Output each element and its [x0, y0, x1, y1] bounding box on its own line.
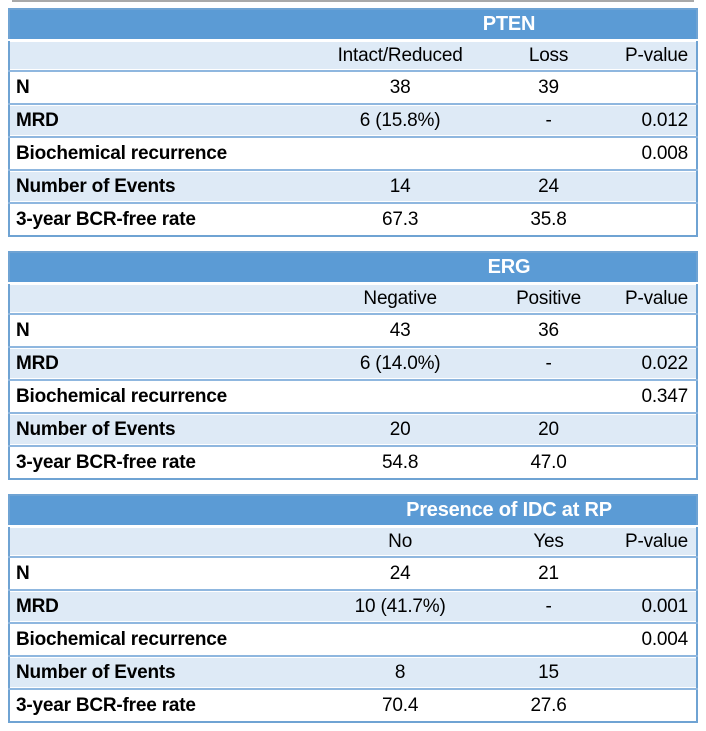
erg-title-row: ERG [9, 252, 697, 283]
column-header-group1: Negative [309, 282, 491, 314]
pvalue-cell: 0.001 [606, 589, 697, 623]
row-label-cell: MRD [9, 589, 310, 623]
value-cell: 20 [309, 412, 491, 446]
row-label-cell: Number of Events [9, 412, 310, 446]
value-cell: 8 [309, 655, 491, 689]
column-header-pvalue: P-value [606, 525, 697, 557]
idc-column-header-row: No Yes P-value [9, 525, 697, 557]
table-title: Presence of IDC at RP [9, 495, 697, 526]
value-cell: 24 [309, 556, 491, 590]
value-cell: 15 [490, 655, 607, 689]
row-label-cell: Number of Events [9, 655, 310, 689]
value-cell: 14 [309, 169, 491, 203]
value-cell: 43 [309, 313, 491, 347]
value-cell: - [490, 346, 607, 380]
row-label-cell: N [9, 70, 310, 104]
row-label-cell: 3-year BCR-free rate [9, 202, 310, 236]
value-cell [490, 622, 607, 656]
pvalue-cell: 0.008 [606, 136, 697, 170]
pvalue-cell [606, 169, 697, 203]
column-header-empty [9, 525, 310, 557]
table-row: Number of Events 20 20 [9, 412, 697, 446]
pten-title-row: PTEN [9, 9, 697, 40]
value-cell: 35.8 [490, 202, 607, 236]
row-label-cell: Biochemical recurrence [9, 136, 310, 170]
value-cell: 47.0 [490, 445, 607, 479]
value-cell [490, 379, 607, 413]
value-cell: 39 [490, 70, 607, 104]
row-label-cell: Biochemical recurrence [9, 379, 310, 413]
table-row: 3-year BCR-free rate 54.8 47.0 [9, 445, 697, 479]
column-header-group2: Yes [490, 525, 607, 557]
erg-table: ERG Negative Positive P-value N 43 36 MR… [8, 251, 698, 480]
table-row: 3-year BCR-free rate 67.3 35.8 [9, 202, 697, 236]
table-row: N 24 21 [9, 556, 697, 590]
column-header-empty [9, 39, 310, 71]
table-row: Biochemical recurrence 0.008 [9, 136, 697, 170]
pvalue-cell [606, 313, 697, 347]
value-cell: 20 [490, 412, 607, 446]
row-label-cell: 3-year BCR-free rate [9, 445, 310, 479]
value-cell: 36 [490, 313, 607, 347]
column-header-pvalue: P-value [606, 282, 697, 314]
value-cell: 10 (41.7%) [309, 589, 491, 623]
value-cell: 24 [490, 169, 607, 203]
table-row: Number of Events 14 24 [9, 169, 697, 203]
value-cell [309, 136, 491, 170]
table-row: Biochemical recurrence 0.004 [9, 622, 697, 656]
pvalue-cell: 0.012 [606, 103, 697, 137]
erg-column-header-row: Negative Positive P-value [9, 282, 697, 314]
column-header-pvalue: P-value [606, 39, 697, 71]
row-label-cell: MRD [9, 346, 310, 380]
value-cell [309, 622, 491, 656]
column-header-group1: Intact/Reduced [309, 39, 491, 71]
pvalue-cell: 0.022 [606, 346, 697, 380]
value-cell: 21 [490, 556, 607, 590]
row-label-cell: MRD [9, 103, 310, 137]
pten-column-header-row: Intact/Reduced Loss P-value [9, 39, 697, 71]
column-header-empty [9, 282, 310, 314]
column-header-group1: No [309, 525, 491, 557]
pvalue-cell [606, 556, 697, 590]
value-cell: 67.3 [309, 202, 491, 236]
idc-at-rp-table: Presence of IDC at RP No Yes P-value N 2… [8, 494, 698, 723]
column-header-group2: Positive [490, 282, 607, 314]
row-label-cell: Biochemical recurrence [9, 622, 310, 656]
table-row: MRD 10 (41.7%) - 0.001 [9, 589, 697, 623]
pvalue-cell [606, 445, 697, 479]
pvalue-cell: 0.004 [606, 622, 697, 656]
pvalue-cell: 0.347 [606, 379, 697, 413]
value-cell: 6 (14.0%) [309, 346, 491, 380]
table-row: N 43 36 [9, 313, 697, 347]
pvalue-cell [606, 70, 697, 104]
value-cell: 6 (15.8%) [309, 103, 491, 137]
table-row: N 38 39 [9, 70, 697, 104]
pten-table: PTEN Intact/Reduced Loss P-value N 38 39… [8, 8, 698, 237]
table-row: MRD 6 (15.8%) - 0.012 [9, 103, 697, 137]
column-header-group2: Loss [490, 39, 607, 71]
value-cell: 38 [309, 70, 491, 104]
row-label-cell: N [9, 556, 310, 590]
pvalue-cell [606, 412, 697, 446]
table-title: ERG [9, 252, 697, 283]
value-cell [309, 379, 491, 413]
pvalue-cell [606, 202, 697, 236]
table-row: Biochemical recurrence 0.347 [9, 379, 697, 413]
pvalue-cell [606, 655, 697, 689]
table-title: PTEN [9, 9, 697, 40]
value-cell [490, 136, 607, 170]
value-cell: - [490, 103, 607, 137]
row-label-cell: N [9, 313, 310, 347]
top-edge-line [12, 0, 694, 2]
value-cell: 54.8 [309, 445, 491, 479]
table-row: MRD 6 (14.0%) - 0.022 [9, 346, 697, 380]
idc-title-row: Presence of IDC at RP [9, 495, 697, 526]
value-cell: - [490, 589, 607, 623]
table-row: Number of Events 8 15 [9, 655, 697, 689]
row-label-cell: Number of Events [9, 169, 310, 203]
